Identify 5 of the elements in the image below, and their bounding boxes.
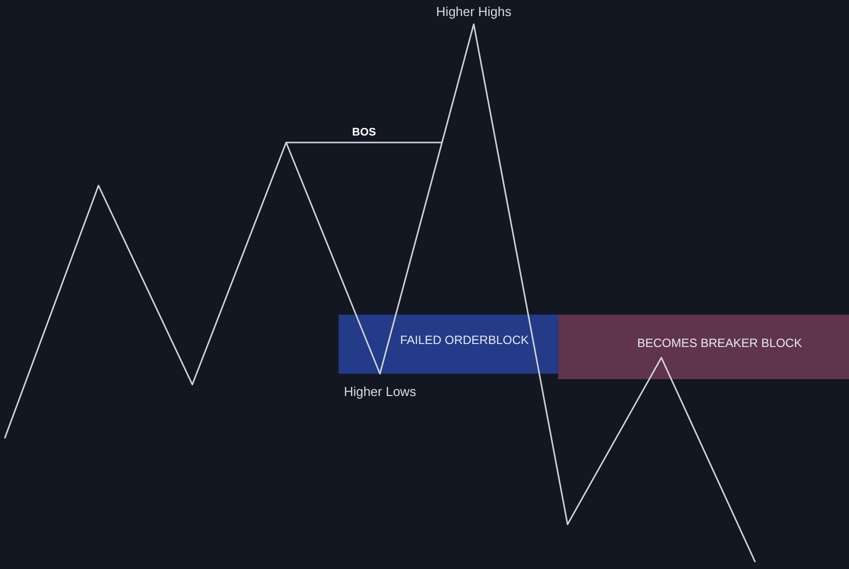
ref-line-label: BOS [352, 126, 376, 139]
band-label: FAILED ORDERBLOCK [400, 333, 529, 348]
annotation: Higher Lows [344, 384, 417, 399]
band-label: BECOMES BREAKER BLOCK [637, 336, 802, 350]
annotation: Higher Highs [436, 4, 512, 20]
